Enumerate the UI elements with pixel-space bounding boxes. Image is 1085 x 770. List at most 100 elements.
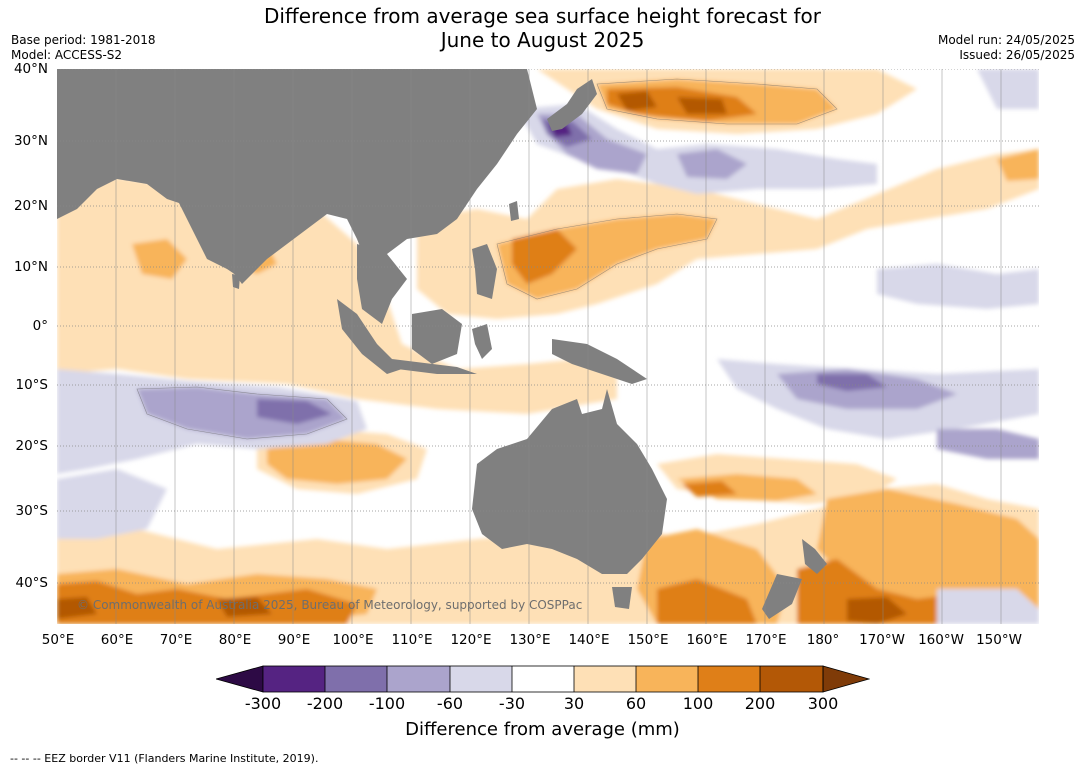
lon-label-120e: 120°E	[450, 632, 492, 648]
lat-label-30s: 30°S	[15, 503, 49, 519]
colorbar-tick: -100	[368, 694, 406, 713]
colorbar-bin-7	[636, 666, 698, 692]
land-tasmania	[612, 587, 632, 609]
lon-label-150e: 150°E	[627, 632, 669, 648]
colorbar-bin-2	[325, 666, 387, 692]
lat-label-10s: 10°S	[15, 377, 49, 393]
lon-label-160w: 160°W	[918, 632, 964, 648]
colorbar-bin-5	[512, 666, 574, 692]
anomaly-light-purple	[877, 264, 1039, 309]
title-line-1: Difference from average sea surface heig…	[263, 4, 822, 28]
anomaly-darkest-orange	[847, 597, 907, 624]
lon-label-50e: 50°E	[41, 632, 75, 648]
colorbar-tick: 100	[682, 694, 714, 713]
lat-label-10n: 10°N	[13, 259, 48, 275]
lat-label-40n: 40°N	[13, 61, 48, 77]
land	[57, 69, 827, 619]
gridlines	[57, 69, 1039, 624]
anomaly-darkest-orange	[217, 597, 272, 617]
lat-label-30n: 30°N	[13, 133, 48, 149]
anomaly-dark-orange	[657, 579, 757, 624]
colorbar-tick: 200	[744, 694, 776, 713]
anomaly-light-purple	[517, 104, 877, 194]
land-australia	[472, 389, 667, 574]
land-new-guinea	[552, 339, 647, 384]
lat-label-20n: 20°N	[13, 198, 48, 214]
model-name: Model: ACCESS-S2	[11, 48, 123, 62]
model-run: Model run: 24/05/2025	[937, 33, 1075, 47]
colorbar-over-arrow	[822, 665, 870, 693]
lat-label-equator: 0°	[32, 318, 48, 334]
sea-height-map	[57, 69, 1039, 624]
land-asia	[57, 69, 537, 284]
colorbar-bin-3	[387, 666, 450, 692]
colorbar-bin-1	[263, 666, 325, 692]
anomaly-medium-purple	[677, 149, 747, 179]
land-japan	[547, 79, 597, 131]
lon-label-140e: 140°E	[568, 632, 610, 648]
colorbar-under-arrow	[216, 665, 264, 693]
lon-label-70e: 70°E	[159, 632, 193, 648]
colorbar-tick: 60	[625, 694, 647, 713]
lon-label-90e: 90°E	[277, 632, 311, 648]
anomaly-light-orange	[57, 259, 127, 304]
anomaly-light-purple	[937, 589, 1039, 624]
anomaly-orange	[997, 149, 1039, 181]
anomaly-dark-orange	[57, 581, 357, 624]
lat-label-40s: 40°S	[15, 575, 49, 591]
title-line-2: June to August 2025	[440, 28, 645, 52]
colorbar-tick: -200	[306, 694, 344, 713]
lon-label-60e: 60°E	[100, 632, 134, 648]
lon-label-100e: 100°E	[332, 632, 374, 648]
anomaly-dark-purple	[257, 399, 332, 424]
land-sulawesi	[472, 324, 492, 359]
lon-label-130e: 130°E	[509, 632, 551, 648]
anomaly-medium-purple	[137, 387, 347, 439]
anomaly-dark-orange	[512, 229, 577, 284]
eez-footer-note: -- -- -- EEZ border V11 (Flanders Marine…	[10, 752, 319, 765]
anomaly-darkest-orange	[677, 97, 727, 114]
colorbar-label: Difference from average (mm)	[405, 719, 680, 740]
lon-label-160e: 160°E	[686, 632, 728, 648]
colorbar-bin-9	[760, 666, 823, 692]
anomaly-dark-purple	[817, 374, 887, 391]
lon-label-110e: 110°E	[391, 632, 433, 648]
colorbar-bin-8	[698, 666, 760, 692]
lon-label-170w: 170°W	[859, 632, 905, 648]
lon-gridlines	[115, 69, 1002, 624]
colorbar-tick: -60	[436, 694, 464, 713]
anomaly-dark-orange	[682, 481, 737, 497]
anomaly-medium-purple	[937, 429, 1039, 459]
land-indochina	[357, 244, 407, 324]
land-malaya-sumatra	[337, 299, 402, 374]
land-new-zealand-south	[762, 574, 802, 619]
land-borneo	[412, 309, 462, 364]
copyright-watermark: © Commonwealth of Australia 2025, Bureau…	[77, 598, 583, 612]
meta-right: Model run: 24/05/2025 Issued: 26/05/2025	[938, 33, 1075, 63]
colorbar	[216, 665, 870, 693]
meta-left: Base period: 1981-2018 Model: ACCESS-S2	[11, 33, 156, 63]
map-title: Difference from average sea surface heig…	[0, 4, 1085, 52]
lon-label-180: 180°	[806, 632, 840, 648]
base-period: Base period: 1981-2018	[11, 33, 156, 47]
lat-label-20s: 20°S	[15, 438, 49, 454]
lon-label-80e: 80°E	[218, 632, 252, 648]
anomaly-light-purple	[57, 469, 167, 539]
colorbar-tick: 300	[807, 694, 839, 713]
land-philippines	[472, 244, 497, 299]
lon-label-170e: 170°E	[745, 632, 787, 648]
contour-lines	[136, 78, 838, 440]
anomaly-darkest-orange	[57, 597, 97, 619]
land-new-zealand-north	[802, 539, 827, 574]
colorbar-bin-4	[450, 666, 512, 692]
land-india	[177, 199, 242, 279]
colorbar-tick: -300	[244, 694, 282, 713]
colorbar-tick: -30	[498, 694, 526, 713]
anomaly-light-purple	[977, 69, 1039, 109]
lon-label-150w: 150°W	[976, 632, 1022, 648]
land-java	[392, 359, 477, 374]
land-sri-lanka	[232, 274, 240, 289]
colorbar-bin-6	[574, 666, 636, 692]
colorbar-tick: 30	[563, 694, 585, 713]
anomaly-orange	[267, 439, 407, 484]
